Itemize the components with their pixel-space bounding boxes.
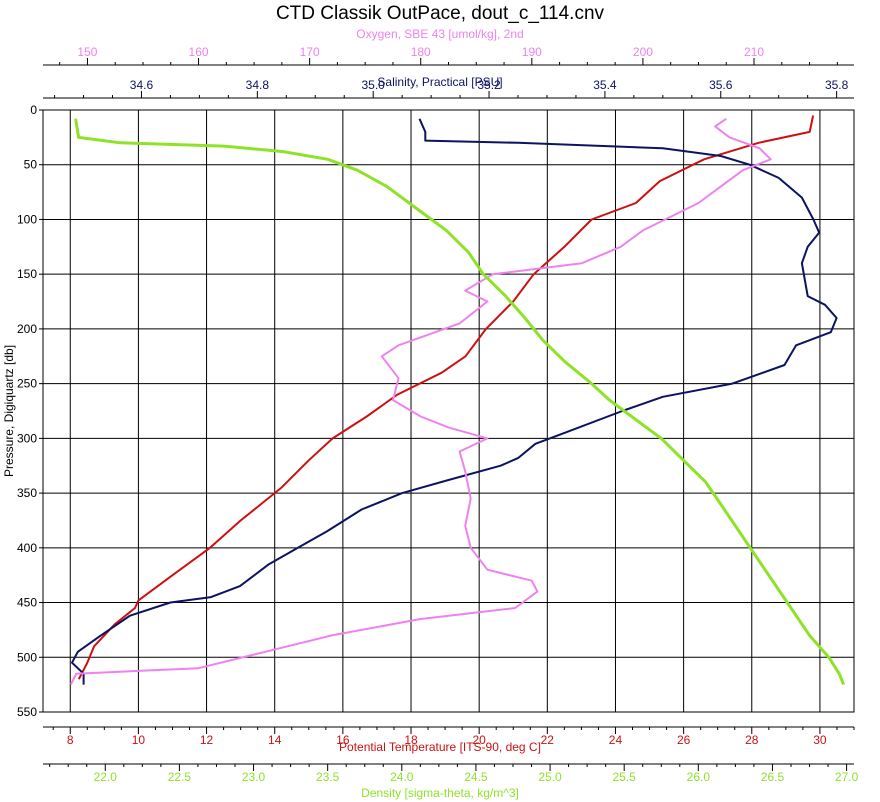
y-tick-label: 450 <box>17 596 37 610</box>
x-tick-label: 180 <box>411 45 431 59</box>
axis-label-bottom-1: Potential Temperature [ITS-90, deg C] <box>339 740 541 754</box>
axes: 0 50 100 150 200 250 300 350 400 450 500 550 Pressur… <box>2 27 859 800</box>
x-tick-label: 23.0 <box>242 770 266 784</box>
x-tick-label: 26 <box>677 733 691 747</box>
x-tick-label: 35.0 <box>362 78 386 92</box>
x-tick-label: 34.8 <box>246 78 270 92</box>
x-tick-label: 18 <box>404 733 418 747</box>
x-tick-label: 30 <box>813 733 827 747</box>
y-tick-label: 150 <box>17 267 37 281</box>
x-tick-label: 34.6 <box>130 78 154 92</box>
x-tick-label: 35.8 <box>825 78 849 92</box>
series-line-0 <box>77 115 815 680</box>
y-tick-label: 500 <box>17 650 37 664</box>
series-line-1 <box>71 118 838 685</box>
x-tick-label: 160 <box>189 45 209 59</box>
x-tick-label: 200 <box>633 45 653 59</box>
x-tick-label: 35.6 <box>709 78 733 92</box>
plot-frame <box>42 109 855 713</box>
y-tick-label: 350 <box>17 486 37 500</box>
x-tick-label: 22.0 <box>94 770 118 784</box>
x-tick-label: 170 <box>300 45 320 59</box>
y-tick-label: 0 <box>30 103 37 117</box>
x-tick-label: 24.0 <box>390 770 414 784</box>
y-axis-label: Pressure, Digiquartz [db] <box>2 345 16 477</box>
x-tick-label: 25.5 <box>613 770 637 784</box>
x-tick-label: 12 <box>200 733 214 747</box>
y-tick-label: 50 <box>24 158 38 172</box>
axis-label-top-1: Oxygen, SBE 43 [umol/kg], 2nd <box>356 27 523 41</box>
y-tick-label: 100 <box>17 212 37 226</box>
x-tick-label: 20 <box>472 733 486 747</box>
axis-label-bottom-2: Density [sigma-theta, kg/m^3] <box>361 786 519 800</box>
x-tick-label: 150 <box>77 45 97 59</box>
y-tick-label: 250 <box>17 377 37 391</box>
y-tick-label: 200 <box>17 322 37 336</box>
series-line-3 <box>74 118 845 686</box>
y-tick-label: 550 <box>17 705 37 719</box>
data-series <box>69 115 845 686</box>
chart-title: CTD Classik OutPace, dout_c_114.cnv <box>276 3 605 24</box>
x-tick-label: 27.0 <box>835 770 859 784</box>
x-tick-label: 24 <box>609 733 623 747</box>
x-tick-label: 26.0 <box>687 770 711 784</box>
x-tick-label: 8 <box>67 733 74 747</box>
x-tick-label: 23.5 <box>316 770 340 784</box>
x-tick-label: 14 <box>268 733 282 747</box>
x-tick-label: 35.4 <box>593 78 617 92</box>
x-tick-label: 22.5 <box>168 770 192 784</box>
series-line-2 <box>69 117 772 686</box>
x-tick-label: 10 <box>132 733 146 747</box>
y-tick-label: 400 <box>17 541 37 555</box>
grid <box>43 109 854 713</box>
x-tick-label: 190 <box>522 45 542 59</box>
x-tick-label: 26.5 <box>761 770 785 784</box>
x-tick-label: 28 <box>745 733 759 747</box>
x-tick-label: 25.0 <box>538 770 562 784</box>
x-tick-label: 210 <box>744 45 764 59</box>
x-tick-label: 22 <box>541 733 555 747</box>
y-tick-label: 300 <box>17 431 37 445</box>
x-tick-label: 16 <box>336 733 350 747</box>
x-tick-label: 24.5 <box>464 770 488 784</box>
axis-label-top-2: Salinity, Practical [PSU] <box>377 75 502 89</box>
x-tick-label: 35.2 <box>477 78 501 92</box>
